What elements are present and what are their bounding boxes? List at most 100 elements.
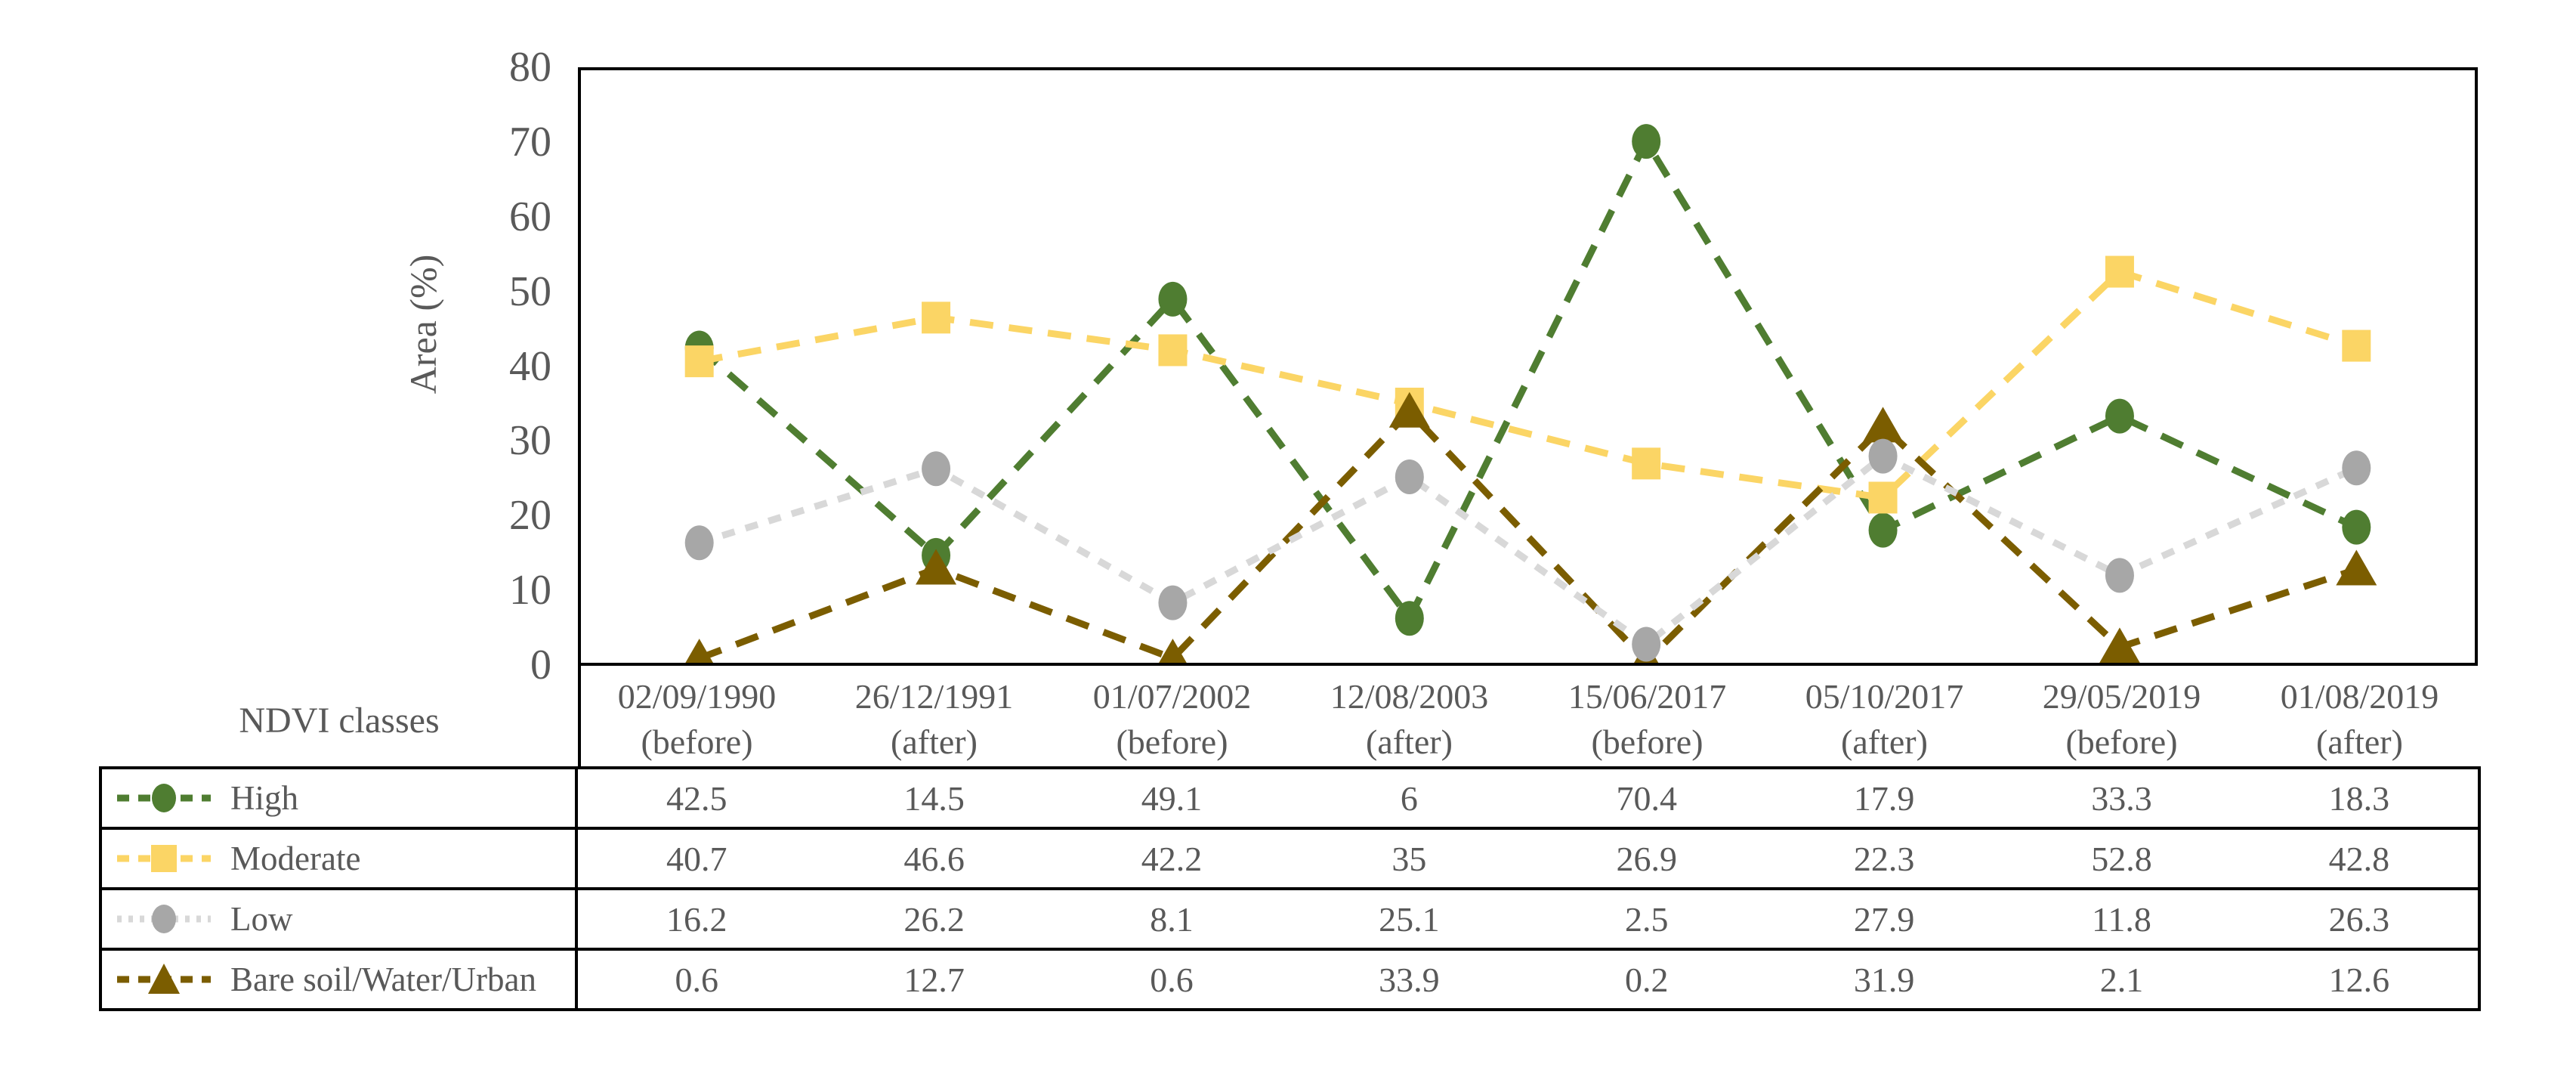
low-series-marker-icon	[117, 905, 211, 933]
axis-table-divider	[578, 666, 581, 769]
table-cell: 16.2	[666, 899, 727, 939]
date-label: 15/06/2017	[1568, 677, 1727, 716]
x-category-label: 15/06/2017 (before)	[1528, 674, 1766, 766]
x-category-label: 05/10/2017 (after)	[1765, 674, 2003, 766]
data-point	[1868, 512, 1898, 548]
y-tick-label: 80	[509, 44, 551, 91]
series-label: Low	[230, 900, 293, 938]
data-point	[922, 451, 951, 487]
data-point	[1868, 438, 1898, 474]
date-label: 05/10/2017	[1805, 677, 1964, 716]
legend-title: NDVI classes	[239, 700, 440, 741]
x-category-label: 12/08/2003 (after)	[1290, 674, 1528, 766]
plot-area	[578, 67, 2478, 666]
y-tick-label: 60	[509, 193, 551, 240]
phase-label: (before)	[2065, 722, 2178, 761]
chart-plot	[684, 124, 2377, 663]
y-tick-label: 20	[509, 492, 551, 539]
table-cell: 0.2	[1624, 960, 1669, 999]
date-label: 29/05/2019	[2042, 677, 2201, 716]
phase-label: (after)	[1366, 722, 1453, 761]
table-cell: 26.2	[903, 899, 965, 939]
table-cell: 31.9	[1853, 960, 1915, 999]
date-label: 26/12/1991	[854, 677, 1014, 716]
x-category-label: 01/08/2019 (after)	[2241, 674, 2479, 766]
table-cell: 0.6	[1150, 960, 1194, 999]
y-tick-label: 30	[509, 417, 551, 464]
date-label: 01/08/2019	[2280, 677, 2439, 716]
legend-cell-moderate: Moderate	[102, 830, 578, 887]
bare-soil-series-marker-icon	[117, 964, 211, 994]
table-cell: 70.4	[1616, 778, 1677, 818]
table-cell: 6	[1400, 778, 1418, 818]
series-label: Bare soil/Water/Urban	[230, 961, 536, 998]
phase-label: (after)	[2316, 722, 2403, 761]
data-point	[1868, 481, 1898, 514]
table-cell: 52.8	[2091, 839, 2152, 878]
date-label: 12/08/2003	[1330, 677, 1489, 716]
x-category-label: 01/07/2002 (before)	[1053, 674, 1291, 766]
data-point	[2342, 450, 2371, 486]
data-point	[1395, 601, 1424, 636]
data-point	[2342, 509, 2371, 545]
table-cell: 12.6	[2328, 960, 2390, 999]
data-point	[1158, 585, 1188, 620]
series-label: High	[230, 779, 298, 817]
legend-cell-bare-soil: Bare soil/Water/Urban	[102, 951, 578, 1008]
phase-label: (before)	[641, 722, 753, 761]
table-cell: 17.9	[1853, 778, 1915, 818]
high-series-marker-icon	[117, 784, 211, 812]
table-cell: 27.9	[1853, 899, 1915, 939]
table-cell: 42.8	[2328, 839, 2390, 878]
legend-cell-low: Low	[102, 890, 578, 948]
data-point	[1158, 334, 1188, 367]
table-cell: 2.1	[2099, 960, 2144, 999]
table-row-bare-soil: Bare soil/Water/Urban 0.6 12.7 0.6 33.9 …	[102, 948, 2478, 1008]
data-point	[1632, 447, 1661, 480]
table-cell: 8.1	[1150, 899, 1194, 939]
table-row-high: High 42.5 14.5 49.1 6 70.4 17.9 33.3 18.…	[102, 769, 2478, 827]
data-point	[684, 525, 714, 561]
legend-cell-high: High	[102, 769, 578, 827]
table-row-low: Low 16.2 26.2 8.1 25.1 2.5 27.9 11.8 26.…	[102, 887, 2478, 948]
y-tick-label: 50	[509, 268, 551, 315]
table-row-moderate: Moderate 40.7 46.6 42.2 35 26.9 22.3 52.…	[102, 827, 2478, 887]
table-cell: 42.5	[666, 778, 727, 818]
data-point	[1388, 391, 1430, 428]
table-cell: 12.7	[903, 960, 965, 999]
phase-label: (after)	[891, 722, 978, 761]
data-point	[2105, 398, 2134, 434]
y-tick-label: 0	[530, 642, 551, 688]
table-cell: 0.6	[675, 960, 718, 999]
phase-label: (before)	[1116, 722, 1228, 761]
data-point	[2105, 255, 2134, 288]
data-point	[2342, 329, 2371, 362]
table-cell: 11.8	[2092, 899, 2151, 939]
table-cell: 42.2	[1141, 839, 1203, 878]
data-point	[1862, 407, 1904, 443]
table-cell: 18.3	[2328, 778, 2390, 818]
y-tick-label: 10	[509, 567, 551, 614]
data-point	[1158, 281, 1188, 317]
phase-label: (before)	[1591, 722, 1703, 761]
data-point	[1632, 626, 1661, 662]
x-category-label: 26/12/1991 (after)	[815, 674, 1053, 766]
table-cell: 49.1	[1141, 778, 1203, 818]
data-point	[916, 549, 957, 585]
data-point	[922, 302, 951, 334]
data-point	[1395, 459, 1424, 495]
table-cell: 26.3	[2328, 899, 2390, 939]
table-cell: 14.5	[903, 778, 965, 818]
x-category-label: 02/09/1990 (before)	[578, 674, 816, 766]
table-cell: 25.1	[1379, 899, 1440, 939]
x-category-label: 29/05/2019 (before)	[2003, 674, 2241, 766]
table-cell: 33.9	[1379, 960, 1440, 999]
data-point	[1159, 639, 1187, 663]
date-label: 02/09/1990	[617, 677, 777, 716]
data-table: High 42.5 14.5 49.1 6 70.4 17.9 33.3 18.…	[99, 766, 2481, 1011]
date-label: 01/07/2002	[1092, 677, 1252, 716]
table-cell: 33.3	[2091, 778, 2152, 818]
series-label: Moderate	[230, 840, 361, 877]
phase-label: (after)	[1841, 722, 1928, 761]
table-cell: 46.6	[903, 839, 965, 878]
